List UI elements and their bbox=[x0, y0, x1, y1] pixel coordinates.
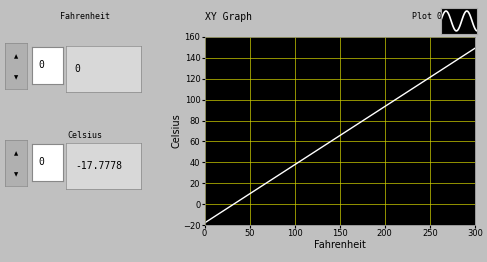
Text: Fahrenheit: Fahrenheit bbox=[60, 12, 110, 21]
Text: 0: 0 bbox=[75, 64, 81, 74]
Text: ▲: ▲ bbox=[14, 54, 18, 59]
Text: -17.7778: -17.7778 bbox=[75, 161, 122, 171]
Text: 0: 0 bbox=[38, 157, 44, 167]
Text: XY Graph: XY Graph bbox=[205, 12, 252, 22]
Text: ▼: ▼ bbox=[14, 172, 18, 177]
Text: ▼: ▼ bbox=[14, 75, 18, 80]
Text: Celsius: Celsius bbox=[68, 131, 103, 140]
Y-axis label: Celsius: Celsius bbox=[171, 114, 182, 148]
X-axis label: Fahrenheit: Fahrenheit bbox=[314, 240, 366, 250]
Text: 0: 0 bbox=[38, 61, 44, 70]
Text: ▲: ▲ bbox=[14, 151, 18, 156]
Text: Plot 0: Plot 0 bbox=[412, 12, 442, 21]
